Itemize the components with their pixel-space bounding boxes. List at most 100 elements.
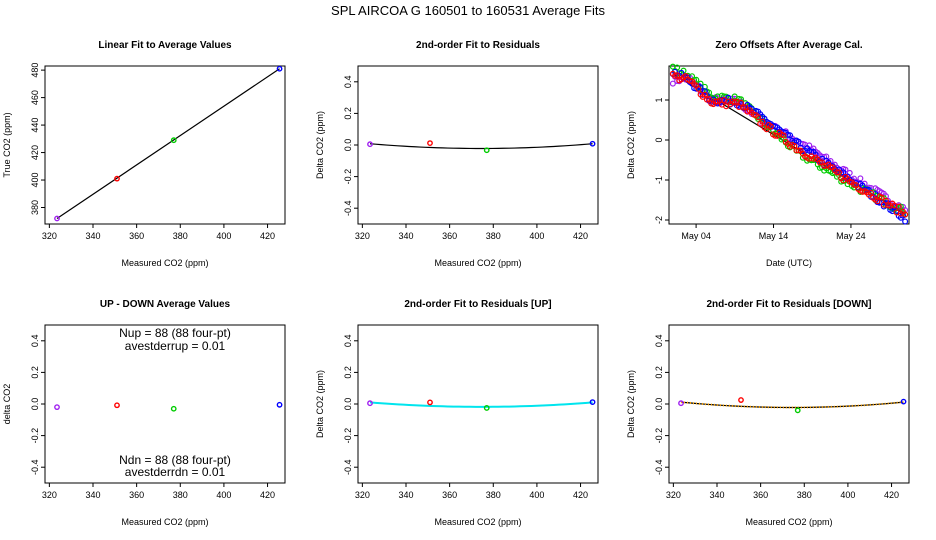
plot-frame	[668, 65, 910, 225]
y-tick-label: 0.0	[343, 398, 353, 411]
data-point	[787, 132, 794, 139]
data-point	[678, 400, 684, 407]
data-point	[897, 203, 904, 210]
panel-5: 2nd-order Fit to Residuals [UP] 320 340 360…	[315, 299, 599, 527]
y-tick-label: 0.2	[343, 366, 353, 379]
panel-title: UP - DOWN Average Values	[100, 299, 231, 310]
data-point	[859, 182, 866, 189]
panel-title: Linear Fit to Average Values	[98, 40, 232, 51]
panels-group: Linear Fit to Average Values 320 340 360 380…	[2, 40, 910, 527]
data-point	[874, 198, 881, 205]
x-axis-label: Measured CO2 (ppm)	[121, 517, 208, 527]
y-tick-label: 0.4	[343, 76, 353, 89]
x-axis-label: Measured CO2 (ppm)	[121, 258, 208, 268]
data-point	[738, 397, 744, 403]
fit-line	[56, 68, 280, 220]
data-point	[483, 405, 490, 411]
panel-1: Linear Fit to Average Values 320 340 360 380…	[2, 40, 286, 268]
x-tick-label: May 14	[759, 231, 789, 241]
x-tick-label: 340	[398, 490, 413, 500]
y-axis-label: Delta CO2 (ppm)	[626, 370, 636, 438]
x-tick-label: 400	[216, 231, 231, 241]
y-axis-label: delta CO2	[2, 384, 12, 425]
data-point	[738, 99, 745, 106]
data-point	[868, 189, 875, 196]
y-tick-label: 0.2	[343, 107, 353, 120]
y-axis-label: Delta CO2 (ppm)	[315, 370, 325, 438]
data-point	[669, 80, 676, 87]
annotation: avestderrup = 0.01	[125, 339, 226, 353]
x-tick-label: 360	[442, 490, 457, 500]
y-tick-label: 400	[30, 173, 40, 188]
data-point	[54, 404, 60, 411]
x-tick-label: 380	[486, 231, 501, 241]
y-tick-label: 0.4	[343, 335, 353, 348]
y-tick-label: -0.2	[30, 428, 40, 444]
data-point	[836, 169, 843, 176]
data-point	[170, 405, 177, 412]
y-tick-label: -2	[654, 216, 664, 224]
x-tick-label: 420	[884, 490, 899, 500]
data-point	[833, 169, 840, 176]
x-tick-label: 400	[840, 490, 855, 500]
data-point	[427, 399, 433, 406]
x-axis-label: Measured CO2 (ppm)	[434, 517, 521, 527]
y-tick-label: -0.4	[343, 200, 353, 216]
data-point	[276, 65, 283, 72]
x-tick-label: 400	[529, 490, 544, 500]
fit-line	[680, 401, 904, 409]
data-point	[755, 114, 762, 121]
plot-frame	[44, 65, 286, 225]
y-tick-label: 0	[654, 137, 664, 142]
x-tick-label: 360	[129, 231, 144, 241]
x-axis-label: Measured CO2 (ppm)	[745, 517, 832, 527]
y-tick-label: 480	[30, 63, 40, 78]
y-axis-label: Delta CO2 (ppm)	[626, 111, 636, 179]
y-tick-label: -1	[654, 176, 664, 184]
x-tick-label: 360	[442, 231, 457, 241]
figure-title: SPL AIRCOA G 160501 to 160531 Average Fi…	[331, 3, 605, 18]
x-axis-label: Date (UTC)	[766, 258, 812, 268]
x-tick-label: 420	[573, 490, 588, 500]
data-point	[795, 147, 802, 154]
y-tick-label: 440	[30, 118, 40, 133]
x-tick-label: 340	[85, 231, 100, 241]
annotation: Ndn = 88 (88 four-pt)	[119, 453, 231, 467]
y-axis-label: True CO2 (ppm)	[2, 112, 12, 177]
data-point	[170, 137, 177, 144]
x-tick-label: 380	[173, 490, 188, 500]
panel-2: 2nd-order Fit to Residuals 320 340 360 380 40…	[315, 40, 599, 268]
x-tick-label: 420	[260, 231, 275, 241]
x-tick-label: 360	[129, 490, 144, 500]
y-tick-label: 460	[30, 90, 40, 105]
data-point	[857, 175, 864, 182]
data-point	[589, 140, 596, 147]
data-point	[767, 123, 774, 130]
data-point	[895, 203, 902, 210]
x-tick-label: 420	[260, 490, 275, 500]
x-tick-label: 340	[709, 490, 724, 500]
data-point	[742, 104, 749, 111]
x-tick-label: 320	[355, 231, 370, 241]
data-point	[367, 400, 373, 407]
data-point	[731, 93, 738, 100]
y-tick-label: 0.2	[30, 366, 40, 379]
x-tick-label: 320	[42, 231, 57, 241]
data-point	[367, 141, 373, 148]
data-point	[701, 91, 708, 98]
y-tick-label: -0.4	[30, 459, 40, 475]
x-tick-label: 320	[666, 490, 681, 500]
x-tick-label: 380	[173, 231, 188, 241]
panel-3: Zero Offsets After Average Cal. May 04 May…	[626, 40, 910, 268]
fit-line	[369, 401, 593, 408]
data-point	[827, 164, 834, 171]
data-point	[780, 132, 787, 139]
y-tick-label: 1	[654, 97, 664, 102]
x-tick-label: 400	[216, 490, 231, 500]
data-point	[701, 88, 708, 95]
data-point	[878, 194, 885, 201]
y-tick-label: -0.2	[343, 169, 353, 185]
y-tick-label: -0.4	[343, 459, 353, 475]
x-tick-label: May 24	[836, 231, 866, 241]
